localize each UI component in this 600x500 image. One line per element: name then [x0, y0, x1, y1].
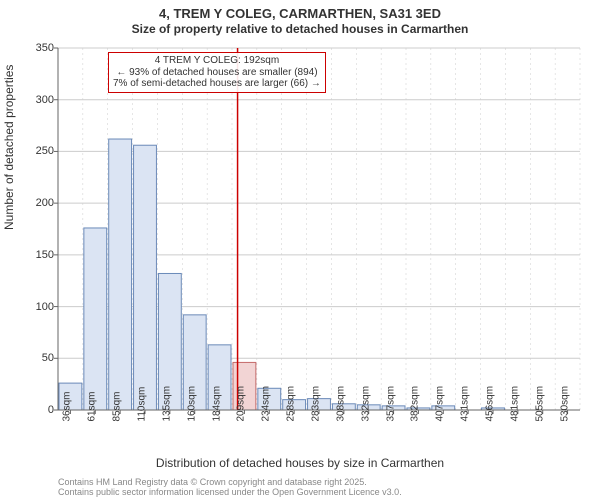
y-axis-ticks: 050100150200250300350: [30, 48, 56, 410]
annotation-line2: ← 93% of detached houses are smaller (89…: [113, 67, 321, 79]
chart-subtitle: Size of property relative to detached ho…: [0, 22, 600, 36]
y-tick-label: 250: [30, 145, 54, 157]
annotation-line3: 7% of semi-detached houses are larger (6…: [113, 78, 321, 90]
plot-area: 4 TREM Y COLEG: 192sqm ← 93% of detached…: [58, 48, 580, 410]
marker-annotation: 4 TREM Y COLEG: 192sqm ← 93% of detached…: [108, 52, 326, 93]
y-tick-label: 100: [30, 301, 54, 313]
y-tick-label: 300: [30, 94, 54, 106]
footer-attribution: Contains HM Land Registry data © Crown c…: [58, 478, 402, 498]
annotation-line1: 4 TREM Y COLEG: 192sqm: [113, 55, 321, 67]
y-tick-label: 0: [30, 404, 54, 416]
x-axis-ticks: 36sqm61sqm85sqm110sqm135sqm160sqm184sqm2…: [58, 412, 580, 448]
y-tick-label: 200: [30, 197, 54, 209]
y-tick-label: 50: [30, 352, 54, 364]
y-axis-label: Number of detached properties: [2, 65, 16, 230]
chart-title: 4, TREM Y COLEG, CARMARTHEN, SA31 3ED: [0, 0, 600, 22]
chart-container: 4, TREM Y COLEG, CARMARTHEN, SA31 3ED Si…: [0, 0, 600, 500]
chart-svg: [58, 48, 580, 410]
y-tick-label: 150: [30, 249, 54, 261]
footer-line2: Contains public sector information licen…: [58, 488, 402, 498]
x-axis-label: Distribution of detached houses by size …: [0, 456, 600, 470]
y-tick-label: 350: [30, 42, 54, 54]
